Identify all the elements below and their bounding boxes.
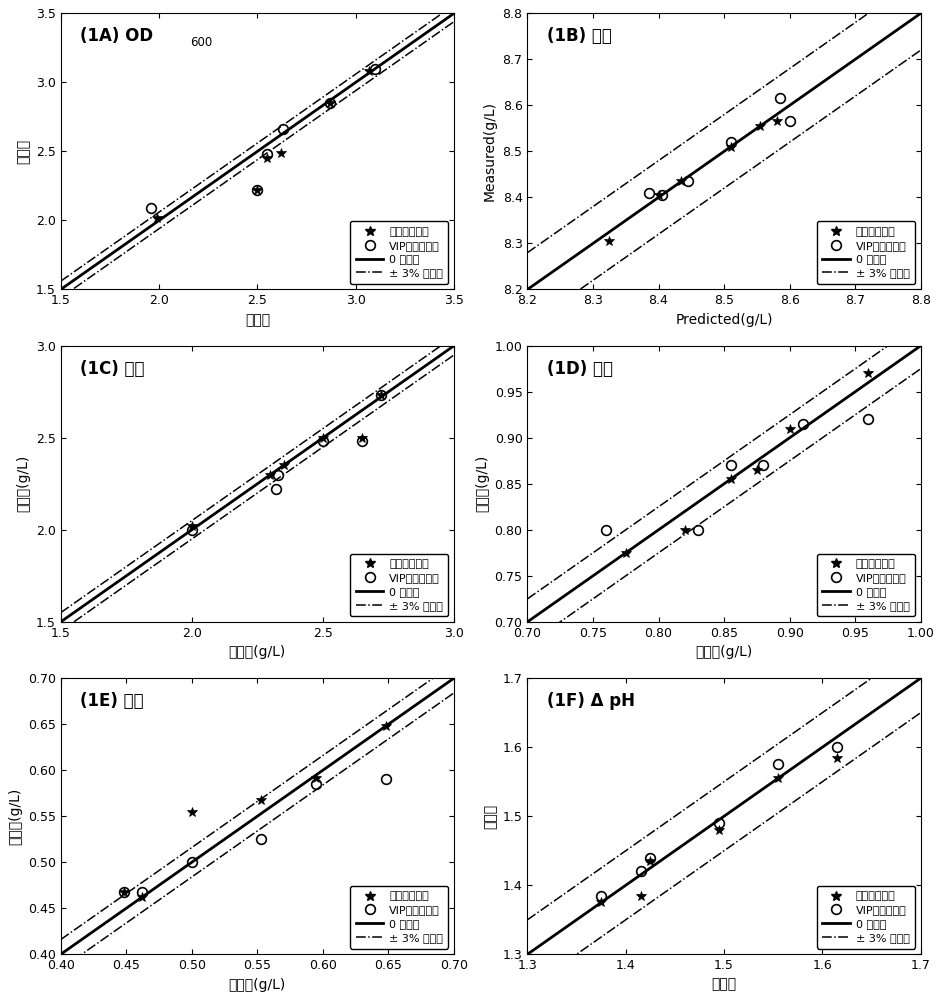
X-axis label: 预测值(g/L): 预测值(g/L) [229, 978, 286, 992]
Text: (1A) OD: (1A) OD [80, 27, 154, 45]
Text: (1D) 乙酸: (1D) 乙酸 [547, 360, 613, 378]
Y-axis label: 实验值(g/L): 实验值(g/L) [16, 455, 30, 512]
Legend: 全模型预测值, VIP模型预测值, 0 误差线, ± 3% 误差线: 全模型预测值, VIP模型预测值, 0 误差线, ± 3% 误差线 [350, 221, 449, 284]
Legend: 全模型预测值, VIP模型预测值, 0 误差线, ± 3% 误差线: 全模型预测值, VIP模型预测值, 0 误差线, ± 3% 误差线 [350, 554, 449, 616]
X-axis label: 预测值(g/L): 预测值(g/L) [229, 645, 286, 659]
Text: (1F) Δ pH: (1F) Δ pH [547, 692, 636, 710]
Y-axis label: 实验值: 实验值 [16, 139, 30, 164]
Y-axis label: Measured(g/L): Measured(g/L) [483, 101, 497, 201]
Legend: 全模型预测值, VIP模型预测值, 0 误差线, ± 3% 误差线: 全模型预测值, VIP模型预测值, 0 误差线, ± 3% 误差线 [350, 886, 449, 949]
Text: 600: 600 [190, 36, 213, 49]
X-axis label: 预测值(g/L): 预测值(g/L) [696, 645, 753, 659]
Text: (1E) 乙醇: (1E) 乙醇 [80, 692, 144, 710]
Y-axis label: 实验值: 实验值 [483, 804, 497, 829]
X-axis label: 预测值: 预测值 [712, 978, 736, 992]
Y-axis label: 实验值(g/L): 实验值(g/L) [8, 788, 23, 845]
Legend: 全模型预测值, VIP模型预测值, 0 误差线, ± 3% 误差线: 全模型预测值, VIP模型预测值, 0 误差线, ± 3% 误差线 [817, 886, 915, 949]
Text: (1C) 乳酸: (1C) 乳酸 [80, 360, 145, 378]
X-axis label: 预测值: 预测值 [245, 313, 270, 327]
Text: (1B) 糖耗: (1B) 糖耗 [547, 27, 612, 45]
X-axis label: Predicted(g/L): Predicted(g/L) [675, 313, 773, 327]
Legend: 全模型预测值, VIP模型预测值, 0 误差线, ± 3% 误差线: 全模型预测值, VIP模型预测值, 0 误差线, ± 3% 误差线 [817, 554, 915, 616]
Y-axis label: 实验值(g/L): 实验值(g/L) [475, 455, 489, 512]
Legend: 全模型预测值, VIP模型预测值, 0 误差线, ± 3% 误差线: 全模型预测值, VIP模型预测值, 0 误差线, ± 3% 误差线 [817, 221, 915, 284]
